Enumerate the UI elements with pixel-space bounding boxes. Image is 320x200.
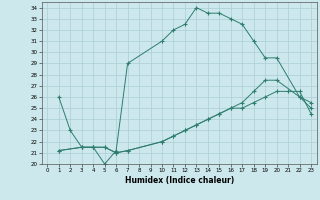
X-axis label: Humidex (Indice chaleur): Humidex (Indice chaleur) [124,176,234,185]
